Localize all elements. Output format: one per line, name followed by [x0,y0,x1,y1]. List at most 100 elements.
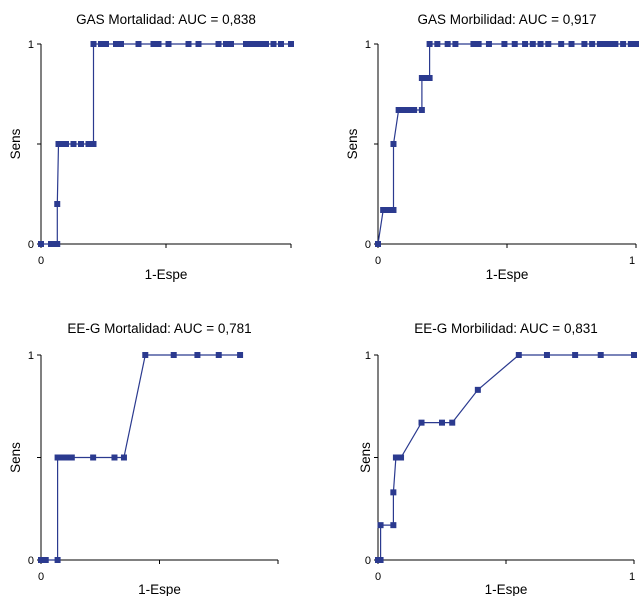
x-axis-label: 1-Espe [138,582,181,596]
roc-point [385,207,392,213]
roc-panel-4: EE-G Morbilidad: AUC = 0,831 0 1 0 1 1-Espe Se… [358,321,637,596]
roc-point [627,41,634,47]
roc-point [596,41,603,47]
roc-point [215,352,222,358]
roc-point [452,41,459,47]
roc-point [223,41,229,47]
roc-point [243,41,249,47]
roc-point [64,454,71,461]
roc-point [68,454,75,461]
y-axis-label: Sens [358,442,373,473]
roc-point [48,241,54,247]
x-axis-label: 1-Espe [486,267,529,282]
y-axis-label: Sens [345,128,360,159]
roc-point [501,41,508,47]
roc-point [485,41,492,47]
roc-point [63,141,69,147]
roc-point [263,41,269,47]
roc-point [418,75,425,81]
roc-point [111,454,118,461]
roc-point [439,419,445,426]
roc-point [602,41,609,47]
roc-point [568,41,575,47]
roc-point [118,41,124,47]
roc-point [237,352,244,358]
roc-point [278,41,284,47]
roc-point [54,201,61,207]
chart-title: EE-G Morbilidad: AUC = 0,831 [414,321,597,336]
y-axis-label: Sens [8,442,23,473]
roc-point [529,41,536,47]
y-tick-label: 0 [28,239,34,251]
x-tick-label: 0 [375,255,381,267]
roc-point [55,141,62,147]
y-tick-label: 0 [365,239,371,251]
chart-title: GAS Mortalidad: AUC = 0,838 [76,12,256,27]
x-tick-label: 1 [629,571,635,583]
roc-point [54,241,61,247]
roc-point [377,557,384,563]
roc-point [38,241,44,247]
y-tick-label: 1 [28,39,34,51]
roc-point [475,41,482,47]
roc-point [185,41,192,47]
roc-point [474,386,481,393]
x-tick-label: 1 [629,255,635,267]
roc-point [195,41,202,47]
roc-curve-line [377,43,636,245]
roc-point [90,454,97,461]
roc-point [90,41,97,47]
x-axis-label: 1-Espe [485,582,528,596]
roc-point [398,454,405,461]
roc-point [449,419,456,426]
x-tick-label: 0 [38,571,44,583]
roc-point [59,141,66,147]
roc-point [522,41,529,47]
roc-panel-3: EE-G Mortalidad: AUC = 0,781 0 1 0 1-Espe Sen… [8,321,279,596]
roc-point [395,107,402,113]
roc-point [70,141,77,147]
roc-point [42,557,49,563]
roc-point [581,41,588,47]
roc-point [633,41,639,47]
roc-point [288,41,294,47]
y-tick-label: 1 [365,350,371,362]
roc-point [142,352,149,358]
roc-point [38,557,44,563]
x-tick-label: 0 [375,571,381,583]
roc-point [390,141,397,147]
x-tick-label: 0 [38,255,44,267]
roc-point [377,522,384,529]
roc-point [400,107,407,113]
roc-point [228,41,234,47]
roc-point [253,41,259,47]
roc-point [150,41,157,47]
roc-panel-1: GAS Mortalidad: AUC = 0,838 0 1 0 1-Espe Sens [8,12,294,282]
roc-point [135,41,142,47]
roc-point [390,522,397,529]
chart-title: GAS Morbilidad: AUC = 0,917 [418,12,597,27]
roc-point [380,207,387,213]
x-axis-label: 1-Espe [145,267,188,282]
roc-point [170,352,177,358]
roc-point [59,454,66,461]
roc-panel-2: GAS Morbilidad: AUC = 0,917 0 1 0 1 1-Espe Sen… [345,12,639,282]
y-tick-label: 1 [365,39,371,51]
roc-point [54,454,61,461]
roc-point [120,454,127,461]
roc-point [612,41,619,47]
roc-point [545,41,552,47]
roc-point [620,41,627,47]
roc-point [589,41,596,47]
roc-point [411,107,418,113]
roc-point [418,419,425,426]
roc-point [418,107,425,113]
roc-point [572,352,579,358]
roc-point [511,41,518,47]
roc-point [426,75,433,81]
roc-point [390,489,397,496]
roc-point [607,41,614,47]
roc-point [470,41,477,47]
roc-point [631,352,637,358]
